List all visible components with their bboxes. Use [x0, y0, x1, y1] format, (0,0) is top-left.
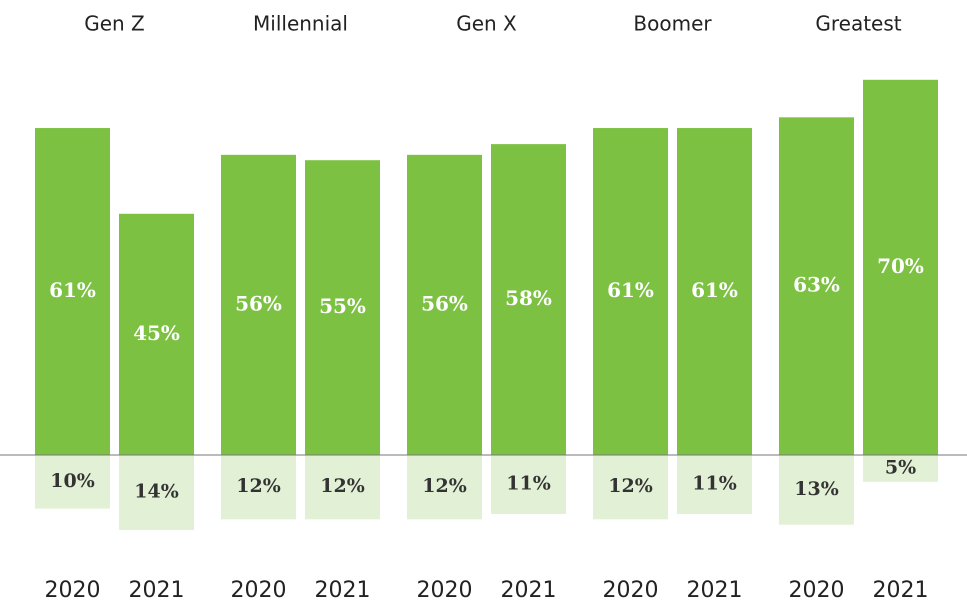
bar	[407, 154, 482, 455]
bar	[677, 128, 752, 456]
group-label: Boomer	[633, 12, 712, 36]
value-label: 56%	[421, 291, 468, 315]
below-label: 12%	[422, 475, 467, 497]
below-label: 13%	[794, 478, 839, 500]
year-label: 2021	[129, 578, 185, 603]
below-bar	[305, 455, 380, 520]
group-label: Greatest	[815, 12, 901, 36]
below-label: 12%	[608, 475, 653, 497]
group-label: Gen X	[456, 12, 517, 36]
below-label: 12%	[236, 475, 281, 497]
year-label: 2021	[315, 578, 371, 603]
value-label: 61%	[49, 278, 96, 302]
value-label: 61%	[607, 278, 654, 302]
group-label: Gen Z	[84, 12, 145, 36]
below-label: 11%	[692, 472, 737, 494]
below-bar	[863, 455, 938, 482]
bar	[593, 128, 668, 456]
below-bar	[35, 455, 110, 509]
below-label: 5%	[885, 456, 916, 478]
year-label: 2020	[417, 578, 473, 603]
group-label: Millennial	[253, 12, 348, 36]
below-bar	[119, 455, 194, 531]
bar	[305, 160, 380, 455]
year-label: 2020	[231, 578, 287, 603]
below-bar	[491, 455, 566, 514]
bar	[779, 117, 854, 455]
value-label: 55%	[319, 294, 366, 318]
value-label: 56%	[235, 291, 282, 315]
bar	[119, 213, 194, 455]
below-bar	[407, 455, 482, 520]
value-label: 45%	[133, 321, 180, 345]
below-label: 10%	[50, 470, 95, 492]
year-label: 2021	[687, 578, 743, 603]
value-label: 58%	[505, 286, 552, 310]
below-bar	[593, 455, 668, 520]
year-label: 2020	[603, 578, 659, 603]
below-bar	[779, 455, 854, 525]
bar	[35, 128, 110, 456]
year-label: 2020	[45, 578, 101, 603]
value-label: 63%	[793, 273, 840, 297]
below-label: 11%	[506, 472, 551, 494]
bar	[863, 79, 938, 456]
year-label: 2021	[873, 578, 929, 603]
below-label: 14%	[134, 481, 179, 503]
bar	[491, 144, 566, 455]
value-label: 61%	[691, 278, 738, 302]
year-label: 2021	[501, 578, 557, 603]
value-label: 70%	[877, 254, 924, 278]
bar	[221, 154, 296, 455]
below-bar	[677, 455, 752, 514]
below-label: 12%	[320, 475, 365, 497]
year-label: 2020	[789, 578, 845, 603]
below-bar	[221, 455, 296, 520]
